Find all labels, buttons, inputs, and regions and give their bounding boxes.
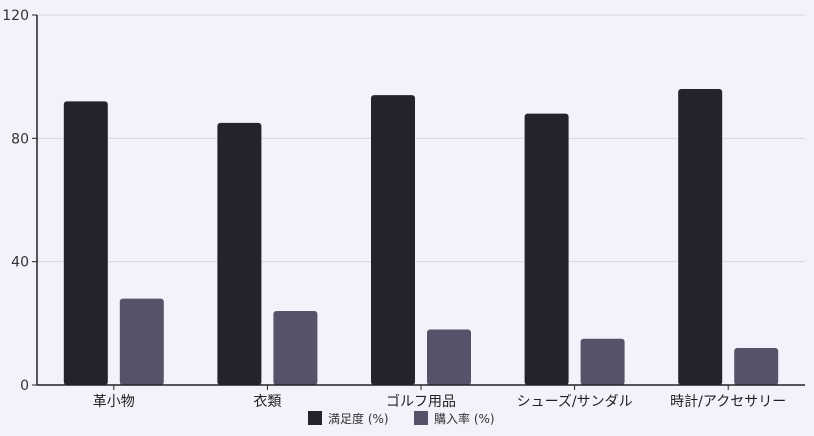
y-tick-label: 0 — [20, 378, 29, 394]
bar-purchase-rate — [734, 348, 779, 385]
bar-satisfaction — [678, 89, 723, 385]
x-tick-label: 時計/アクセサリー — [670, 394, 786, 410]
bar-satisfaction — [371, 95, 415, 386]
y-tick-label: 40 — [11, 255, 29, 271]
bars — [63, 89, 779, 386]
legend-label: 購入率 (%) — [434, 411, 495, 426]
legend: 満足度 (%) 購入率 (%) — [308, 411, 495, 426]
gridlines — [37, 14, 805, 263]
bar-satisfaction — [217, 122, 262, 386]
x-axis-labels: 革小物 衣類 ゴルフ用品 シューズ/サンダル 時計/アクセサリー — [93, 385, 786, 410]
bar-purchase-rate — [427, 329, 471, 385]
y-axis-ticks: 0 40 80 120 — [2, 8, 37, 394]
y-tick-label: 80 — [11, 131, 29, 147]
y-tick-label: 120 — [2, 8, 29, 24]
bar-satisfaction — [63, 101, 108, 385]
x-tick-label: 衣類 — [253, 394, 281, 410]
bar-purchase-rate — [119, 298, 164, 385]
bar-satisfaction — [524, 113, 569, 386]
x-tick-label: 革小物 — [93, 394, 135, 410]
x-tick-label: ゴルフ用品 — [386, 393, 456, 410]
bar-purchase-rate — [273, 311, 318, 385]
legend-swatch — [308, 411, 322, 425]
legend-label: 満足度 (%) — [328, 411, 389, 426]
legend-swatch — [414, 411, 428, 425]
x-tick-label: シューズ/サンダル — [517, 394, 633, 410]
bar-purchase-rate — [580, 338, 625, 385]
